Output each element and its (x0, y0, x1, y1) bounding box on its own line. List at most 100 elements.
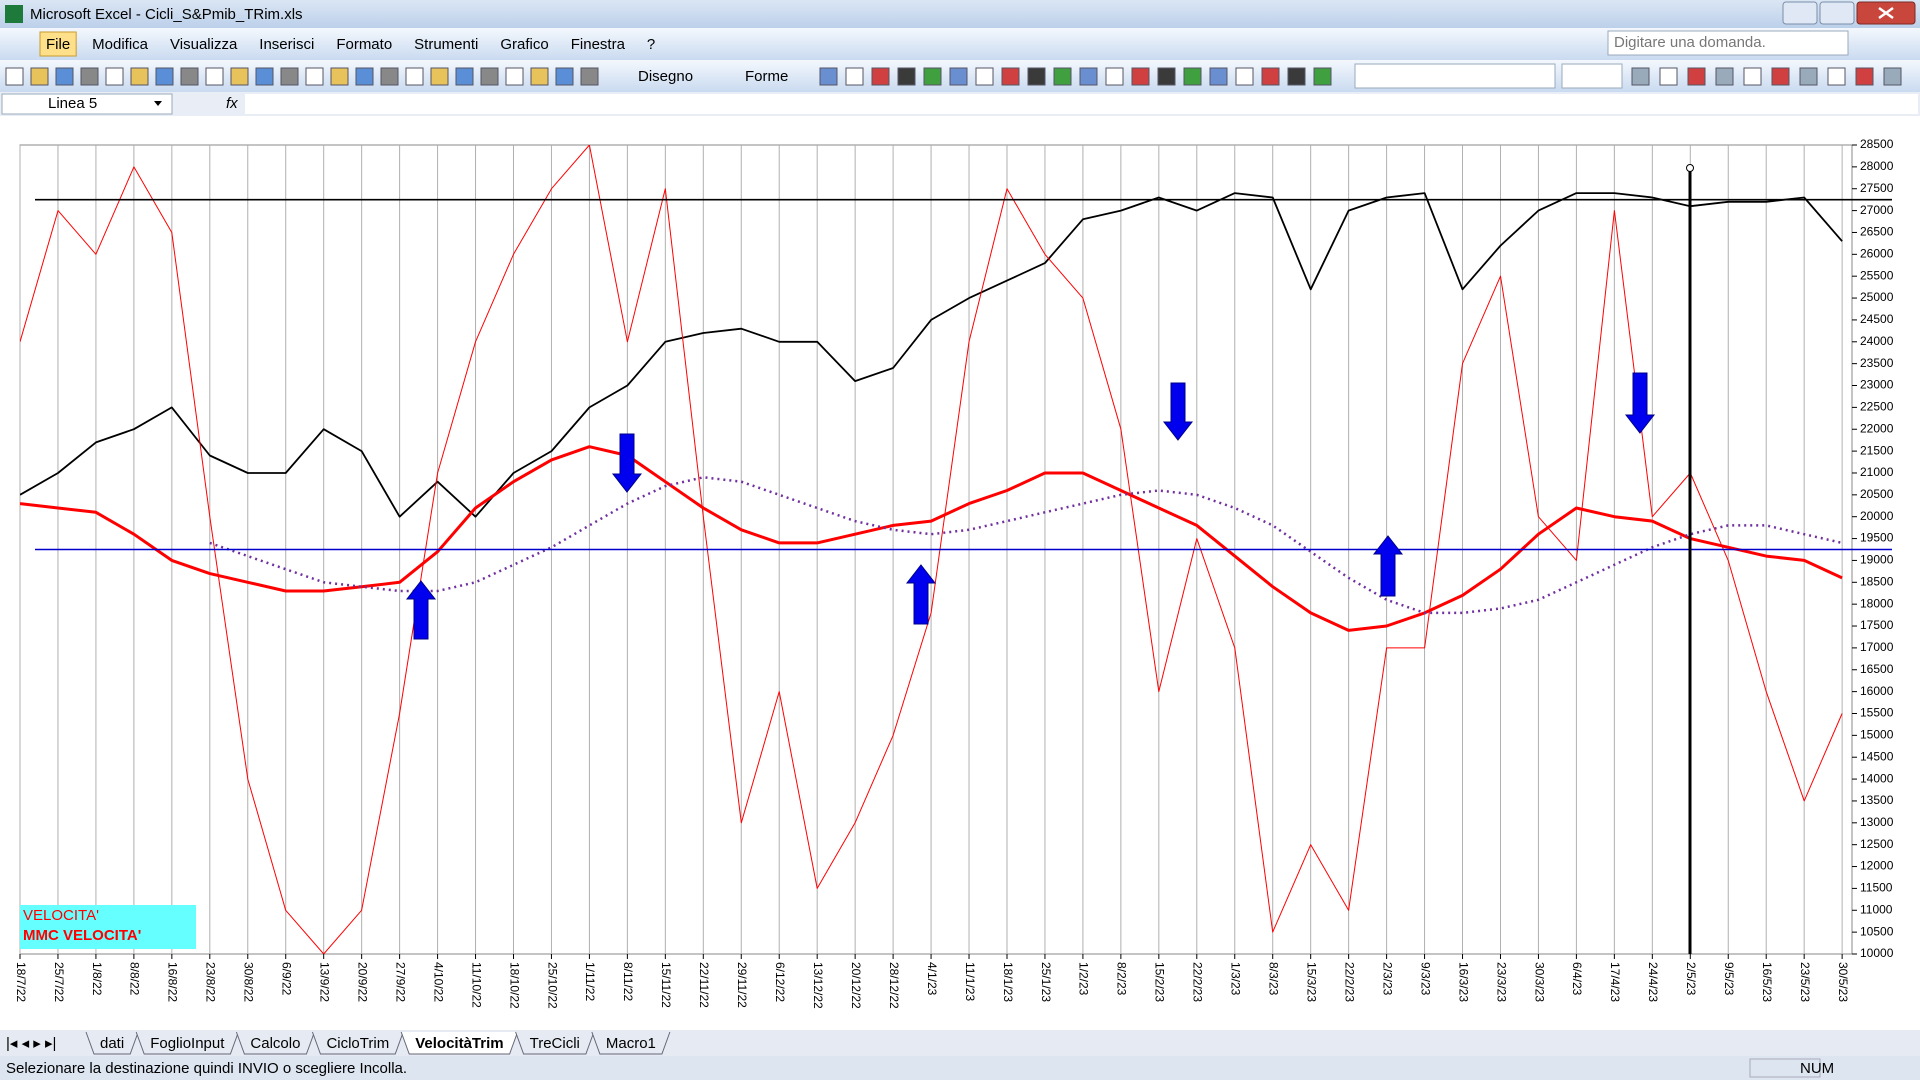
y-tick-label: 21000 (1860, 465, 1894, 479)
menu-item[interactable]: Inserisci (259, 36, 314, 53)
menu-item[interactable]: Visualizza (170, 36, 238, 53)
menu-item[interactable]: Modifica (92, 36, 149, 53)
toolbar-button[interactable] (205, 67, 224, 86)
sheet-tab-shape (311, 1031, 404, 1055)
toolbar-button[interactable] (1105, 67, 1124, 86)
toolbar-button[interactable] (530, 67, 549, 86)
legend-entry: VELOCITA' (23, 907, 99, 924)
sheet-tab[interactable]: dati (100, 1035, 124, 1052)
toolbar-button[interactable] (1631, 67, 1650, 86)
y-tick-label: 20500 (1860, 487, 1894, 501)
toolbar-button[interactable] (1799, 67, 1818, 86)
toolbar-button[interactable] (155, 67, 174, 86)
sheet-tab[interactable]: Macro1 (606, 1035, 656, 1052)
toolbar-button[interactable] (1313, 67, 1332, 86)
font-box[interactable] (1354, 63, 1556, 89)
toolbar-button[interactable] (405, 67, 424, 86)
toolbar-button[interactable] (1183, 67, 1202, 86)
y-tick-label: 23000 (1860, 378, 1894, 392)
toolbar-button[interactable] (30, 67, 49, 86)
toolbar-button[interactable] (455, 67, 474, 86)
minimize-button[interactable] (1782, 1, 1818, 25)
sheet-tab-shape (400, 1031, 519, 1055)
x-tick-label: 16/8/22 (166, 962, 180, 1002)
toolbar-button[interactable] (130, 67, 149, 86)
x-tick-label: 20/9/22 (355, 962, 369, 1002)
toolbar-button[interactable] (1287, 67, 1306, 86)
y-tick-label: 16000 (1860, 684, 1894, 698)
shapes-menu[interactable]: Forme (745, 68, 788, 85)
menu-bar (0, 28, 1920, 60)
sheet-tab[interactable]: TreCicli (530, 1035, 580, 1052)
x-tick-label: 13/12/22 (811, 962, 825, 1009)
toolbar-button[interactable] (1743, 67, 1762, 86)
toolbar-button[interactable] (1261, 67, 1280, 86)
toolbar-button[interactable] (1855, 67, 1874, 86)
x-tick-label: 16/5/23 (1760, 962, 1774, 1002)
toolbar-button[interactable] (305, 67, 324, 86)
toolbar-button[interactable] (1687, 67, 1706, 86)
toolbar-button[interactable] (975, 67, 994, 86)
help-box[interactable] (1607, 30, 1849, 56)
maximize-button[interactable] (1819, 1, 1855, 25)
toolbar-button[interactable] (1827, 67, 1846, 86)
menu-item[interactable]: Formato (336, 36, 392, 53)
toolbar-button[interactable] (555, 67, 574, 86)
sheet-tab[interactable]: Calcolo (250, 1035, 300, 1052)
toolbar-button[interactable] (1157, 67, 1176, 86)
toolbar-button[interactable] (505, 67, 524, 86)
menu-item[interactable]: ? (647, 36, 655, 53)
toolbar-button[interactable] (355, 67, 374, 86)
menu-item[interactable]: Finestra (571, 36, 626, 53)
toolbar-button[interactable] (5, 67, 24, 86)
toolbar-button[interactable] (871, 67, 890, 86)
toolbar-button[interactable] (1001, 67, 1020, 86)
toolbar-button[interactable] (180, 67, 199, 86)
y-tick-label: 19000 (1860, 553, 1894, 567)
toolbar-button[interactable] (430, 67, 449, 86)
toolbar-button[interactable] (1209, 67, 1228, 86)
toolbar-button[interactable] (1883, 67, 1902, 86)
tab-nav[interactable]: |◂ ◂ ▸ ▸| (6, 1035, 56, 1052)
toolbar-button[interactable] (255, 67, 274, 86)
toolbar-button[interactable] (949, 67, 968, 86)
toolbar-button[interactable] (330, 67, 349, 86)
sheet-tab[interactable]: VelocitàTrim (415, 1035, 503, 1052)
toolbar-button[interactable] (230, 67, 249, 86)
toolbar-button[interactable] (897, 67, 916, 86)
menu-item[interactable]: Grafico (500, 36, 548, 53)
toolbar-button[interactable] (1235, 67, 1254, 86)
toolbar-button[interactable] (1771, 67, 1790, 86)
toolbar-button[interactable] (1053, 67, 1072, 86)
selection-handle[interactable] (1686, 164, 1694, 172)
toolbar-button[interactable] (280, 67, 299, 86)
y-tick-label: 12500 (1860, 837, 1894, 851)
x-tick-label: 18/7/22 (14, 962, 28, 1002)
toolbar-button[interactable] (1079, 67, 1098, 86)
toolbar-button[interactable] (80, 67, 99, 86)
toolbar-button[interactable] (55, 67, 74, 86)
fx-icon[interactable]: fx (226, 95, 238, 112)
toolbar-button[interactable] (580, 67, 599, 86)
toolbar-button[interactable] (1659, 67, 1678, 86)
toolbar-button[interactable] (923, 67, 942, 86)
formula-input[interactable] (245, 94, 1918, 114)
x-tick-label: 23/5/23 (1798, 962, 1812, 1002)
toolbar-button[interactable] (819, 67, 838, 86)
status-bar (0, 1056, 1920, 1080)
sheet-tab-shape (591, 1031, 671, 1055)
size-box[interactable] (1561, 63, 1623, 89)
drawing-menu[interactable]: Disegno (638, 68, 693, 85)
toolbar-button[interactable] (845, 67, 864, 86)
menu-item[interactable]: Strumenti (414, 36, 478, 53)
toolbar-button[interactable] (105, 67, 124, 86)
toolbar-button[interactable] (380, 67, 399, 86)
toolbar-button[interactable] (1027, 67, 1046, 86)
sheet-tab[interactable]: FoglioInput (150, 1035, 225, 1052)
name-box[interactable] (1, 93, 173, 115)
toolbar-button[interactable] (1131, 67, 1150, 86)
sheet-tab[interactable]: CicloTrim (326, 1035, 389, 1052)
toolbar-button[interactable] (480, 67, 499, 86)
toolbar-button[interactable] (1715, 67, 1734, 86)
menu-item[interactable]: File (46, 36, 70, 53)
